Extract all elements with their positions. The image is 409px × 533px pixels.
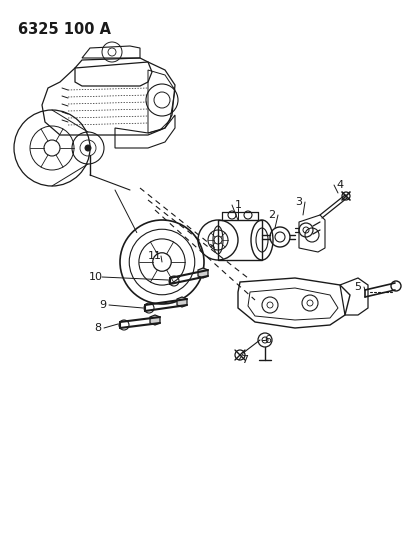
Circle shape — [85, 145, 91, 151]
Text: 10: 10 — [89, 272, 103, 282]
Circle shape — [341, 192, 349, 200]
Text: 4: 4 — [336, 180, 343, 190]
Polygon shape — [198, 268, 207, 278]
Text: 8: 8 — [94, 323, 101, 333]
Text: 5: 5 — [354, 282, 361, 292]
Polygon shape — [177, 297, 187, 307]
Text: 9: 9 — [99, 300, 106, 310]
Circle shape — [234, 350, 245, 360]
Polygon shape — [150, 315, 160, 325]
Text: 1: 1 — [234, 200, 241, 210]
Text: 2: 2 — [268, 210, 275, 220]
Text: 11: 11 — [148, 251, 162, 261]
Text: 3: 3 — [295, 197, 302, 207]
Text: 6325 100 A: 6325 100 A — [18, 22, 111, 37]
Text: 6: 6 — [264, 335, 271, 345]
Text: 7: 7 — [241, 355, 248, 365]
